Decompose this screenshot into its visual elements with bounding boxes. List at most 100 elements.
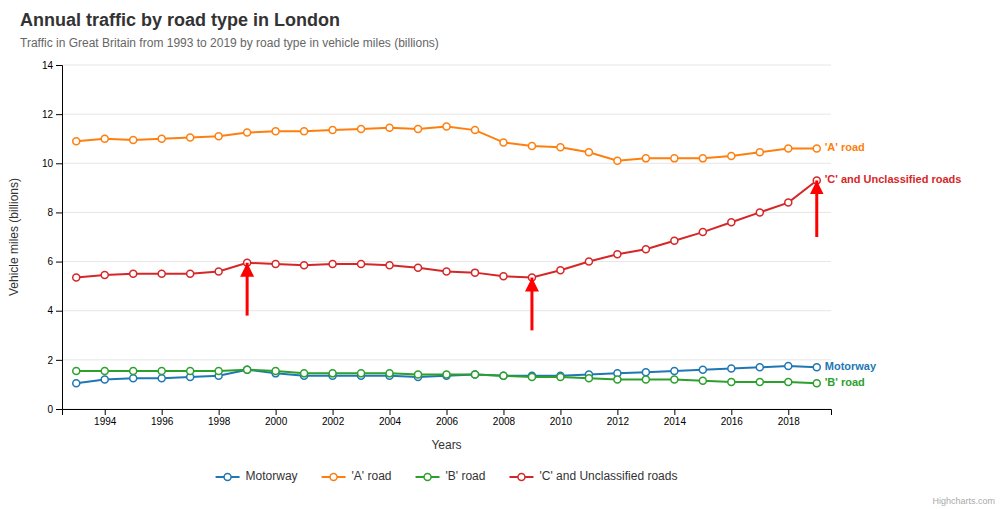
point: [130, 136, 137, 143]
tick-mark: [503, 409, 504, 415]
arrow: [530, 278, 533, 331]
y-axis: 0 2 4 6 8 10 12 14: [42, 60, 63, 415]
subtitle: Traffic in Great Britain from 1993 to 20…: [20, 36, 439, 50]
point: [756, 209, 763, 216]
x-tick: 2010: [550, 409, 573, 427]
point: [329, 127, 336, 134]
point: [130, 375, 137, 382]
point: [813, 145, 820, 152]
point: [471, 127, 478, 134]
point: [358, 125, 365, 132]
credits: Highcharts.com: [932, 496, 995, 506]
arrow: [246, 263, 249, 316]
point: [443, 123, 450, 130]
tick-mark: [617, 409, 618, 415]
x-tick: 2004: [379, 409, 402, 427]
point: [728, 152, 735, 159]
tick-label: 6: [47, 256, 53, 267]
y-tick: 10: [42, 158, 62, 169]
grid-line: [62, 310, 831, 311]
y-tick: 6: [47, 256, 62, 267]
tick-mark: [788, 409, 789, 415]
point: [528, 374, 535, 381]
point: [244, 129, 251, 136]
point: [301, 128, 308, 135]
tick-mark: [447, 409, 448, 415]
series-label: Motorway: [825, 360, 877, 372]
tick-label: 12: [42, 109, 54, 120]
legend-label: 'C' and Unclassified roads: [539, 469, 677, 483]
chart: Annual traffic by road type in LondonTra…: [0, 0, 1001, 509]
point: [101, 367, 108, 374]
series-markers: [73, 123, 821, 164]
point: [500, 372, 507, 379]
point: [471, 371, 478, 378]
point: [585, 375, 592, 382]
tick-label: 1998: [208, 416, 231, 427]
point: [500, 273, 507, 280]
x-axis-title: Years: [431, 438, 461, 452]
legend-swatch-marker: [518, 474, 525, 481]
point: [329, 370, 336, 377]
point: [187, 367, 194, 374]
point: [671, 155, 678, 162]
tick-mark: [219, 409, 220, 415]
point: [614, 376, 621, 383]
x-tick: 1996: [151, 409, 174, 427]
tick-label: 14: [42, 60, 54, 71]
y-tick: 4: [47, 305, 62, 316]
tick-label: 0: [47, 404, 53, 415]
legend-swatch-marker: [330, 474, 337, 481]
legend-swatch-marker: [424, 474, 431, 481]
point: [728, 365, 735, 372]
grid-line: [62, 212, 831, 213]
tick-label: 2010: [550, 416, 573, 427]
axis-line: [63, 410, 832, 416]
tick-label: 2: [47, 355, 53, 366]
point: [244, 366, 251, 373]
point: [785, 378, 792, 385]
point: [557, 374, 564, 381]
y-axis-title: Vehicle miles (billions): [7, 178, 21, 296]
legend-label: 'B' road: [446, 469, 486, 483]
axis-line: [56, 66, 63, 410]
tick-mark: [56, 360, 62, 361]
series-label: 'C' and Unclassified roads: [825, 173, 962, 185]
point: [471, 269, 478, 276]
point: [557, 267, 564, 274]
point: [728, 378, 735, 385]
point: [671, 237, 678, 244]
point: [443, 268, 450, 275]
tick-label: 2014: [664, 416, 687, 427]
point: [699, 366, 706, 373]
tick-label: 2018: [778, 416, 801, 427]
series-markers: [73, 363, 821, 387]
point: [101, 272, 108, 279]
legend-label: Motorway: [246, 469, 298, 483]
y-tick: 8: [47, 207, 62, 218]
point: [158, 135, 165, 142]
point: [671, 376, 678, 383]
point: [73, 274, 80, 281]
x-tick: 2014: [664, 409, 687, 427]
point: [272, 261, 279, 268]
point: [585, 258, 592, 265]
x-tick: 2018: [778, 409, 801, 427]
tick-label: 4: [47, 305, 53, 316]
series-markers: [73, 366, 821, 387]
point: [130, 367, 137, 374]
tick-mark: [56, 311, 62, 312]
point: [386, 262, 393, 269]
point: [614, 251, 621, 258]
point: [785, 363, 792, 370]
series-label: 'A' road: [825, 141, 865, 153]
point: [642, 246, 649, 253]
point: [244, 366, 251, 373]
tick-mark: [56, 65, 62, 66]
tick-label: 8: [47, 207, 53, 218]
tick-label: 2012: [607, 416, 630, 427]
tick-mark: [333, 409, 334, 415]
plot-area: 1994199619982000200220042006200820102012…: [42, 60, 962, 427]
tick-mark: [390, 409, 391, 415]
point: [813, 364, 820, 371]
